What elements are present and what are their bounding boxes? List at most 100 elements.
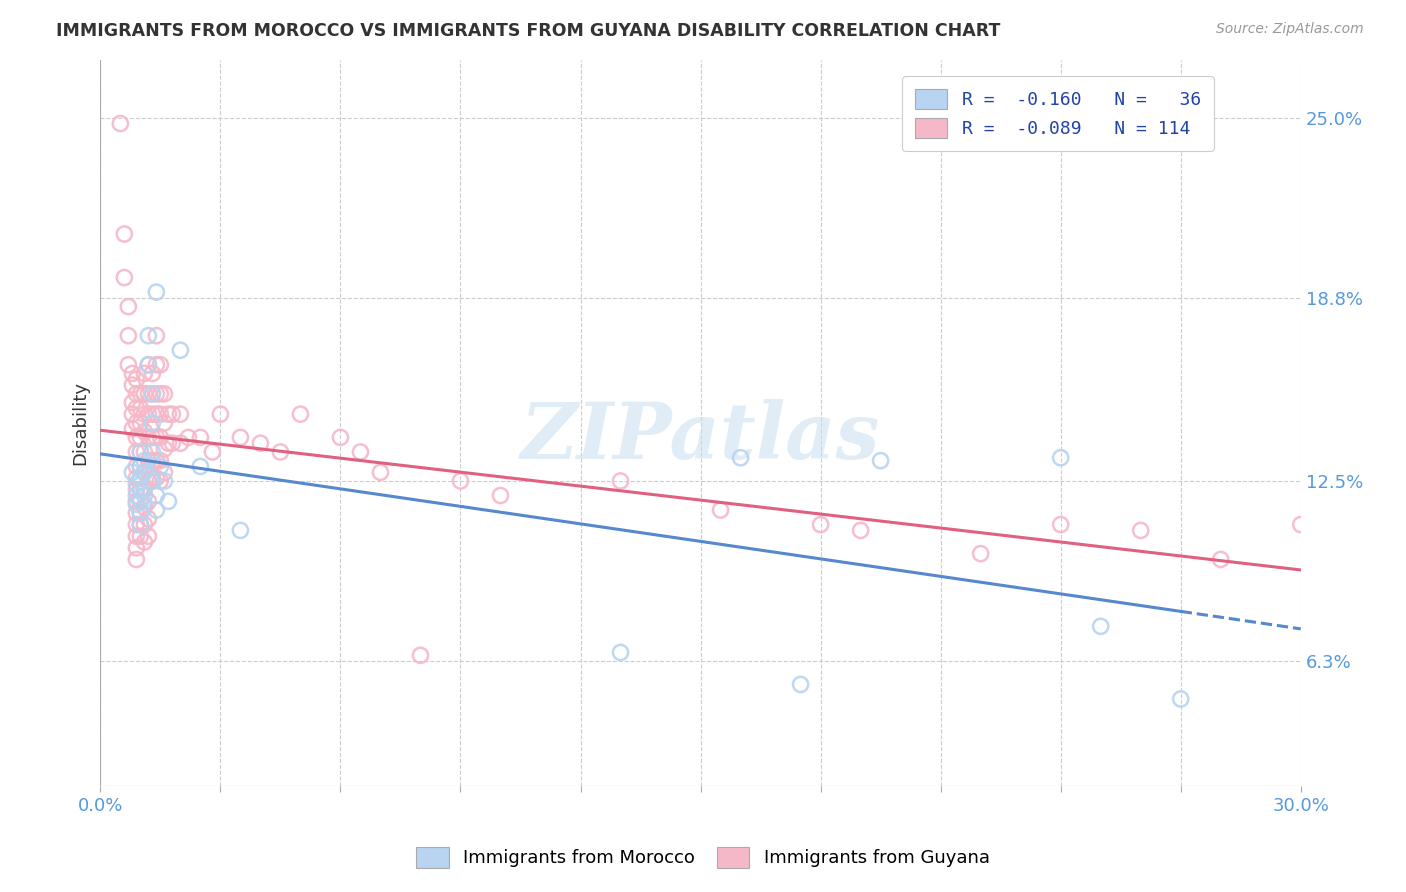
Y-axis label: Disability: Disability — [72, 381, 89, 465]
Point — [129, 430, 152, 444]
Point — [129, 483, 152, 497]
Point — [125, 529, 148, 543]
Point — [370, 465, 392, 479]
Point — [169, 436, 191, 450]
Point — [134, 517, 156, 532]
Legend: Immigrants from Morocco, Immigrants from Guyana: Immigrants from Morocco, Immigrants from… — [405, 836, 1001, 879]
Point — [129, 494, 152, 508]
Point — [162, 407, 184, 421]
Point — [110, 116, 132, 130]
Point — [229, 430, 252, 444]
Point — [209, 407, 232, 421]
Point — [125, 459, 148, 474]
Point — [1049, 517, 1071, 532]
Point — [849, 524, 872, 538]
Point — [138, 529, 160, 543]
Point — [125, 517, 148, 532]
Point — [149, 386, 172, 401]
Point — [129, 483, 152, 497]
Point — [125, 489, 148, 503]
Point — [125, 497, 148, 511]
Point — [129, 517, 152, 532]
Point — [129, 529, 152, 543]
Point — [153, 474, 176, 488]
Point — [138, 358, 160, 372]
Point — [1090, 619, 1112, 633]
Point — [789, 677, 811, 691]
Point — [125, 506, 148, 520]
Point — [141, 474, 163, 488]
Point — [169, 343, 191, 358]
Point — [149, 430, 172, 444]
Point — [138, 407, 160, 421]
Point — [134, 465, 156, 479]
Point — [112, 270, 135, 285]
Point — [134, 453, 156, 467]
Point — [129, 506, 152, 520]
Point — [1289, 517, 1312, 532]
Point — [149, 453, 172, 467]
Point — [810, 517, 832, 532]
Point — [138, 453, 160, 467]
Point — [134, 367, 156, 381]
Point — [149, 459, 172, 474]
Point — [125, 552, 148, 566]
Point — [145, 453, 167, 467]
Point — [157, 494, 180, 508]
Point — [869, 453, 891, 467]
Point — [134, 445, 156, 459]
Point — [1170, 692, 1192, 706]
Point — [145, 503, 167, 517]
Point — [134, 465, 156, 479]
Legend: R =  -0.160   N =   36, R =  -0.089   N = 114: R = -0.160 N = 36, R = -0.089 N = 114 — [903, 76, 1213, 151]
Point — [489, 489, 512, 503]
Point — [730, 450, 752, 465]
Point — [201, 445, 224, 459]
Point — [134, 500, 156, 515]
Point — [129, 494, 152, 508]
Point — [1049, 450, 1071, 465]
Point — [153, 416, 176, 430]
Point — [145, 358, 167, 372]
Point — [149, 474, 172, 488]
Point — [409, 648, 432, 663]
Point — [129, 459, 152, 474]
Point — [153, 442, 176, 456]
Point — [145, 430, 167, 444]
Text: IMMIGRANTS FROM MOROCCO VS IMMIGRANTS FROM GUYANA DISABILITY CORRELATION CHART: IMMIGRANTS FROM MOROCCO VS IMMIGRANTS FR… — [56, 22, 1001, 40]
Point — [290, 407, 312, 421]
Point — [1209, 552, 1232, 566]
Point — [125, 494, 148, 508]
Point — [138, 386, 160, 401]
Point — [121, 422, 143, 436]
Point — [125, 471, 148, 485]
Point — [125, 372, 148, 386]
Point — [141, 386, 163, 401]
Point — [121, 378, 143, 392]
Point — [138, 358, 160, 372]
Point — [125, 416, 148, 430]
Point — [141, 367, 163, 381]
Point — [134, 535, 156, 549]
Point — [117, 358, 139, 372]
Point — [169, 407, 191, 421]
Point — [129, 459, 152, 474]
Point — [609, 645, 631, 659]
Point — [141, 471, 163, 485]
Point — [141, 386, 163, 401]
Point — [609, 474, 631, 488]
Point — [125, 445, 148, 459]
Point — [134, 386, 156, 401]
Point — [117, 300, 139, 314]
Point — [121, 465, 143, 479]
Point — [129, 517, 152, 532]
Point — [134, 425, 156, 439]
Point — [190, 459, 212, 474]
Point — [177, 430, 200, 444]
Point — [145, 386, 167, 401]
Point — [145, 471, 167, 485]
Point — [249, 436, 271, 450]
Point — [129, 401, 152, 416]
Point — [229, 524, 252, 538]
Point — [112, 227, 135, 241]
